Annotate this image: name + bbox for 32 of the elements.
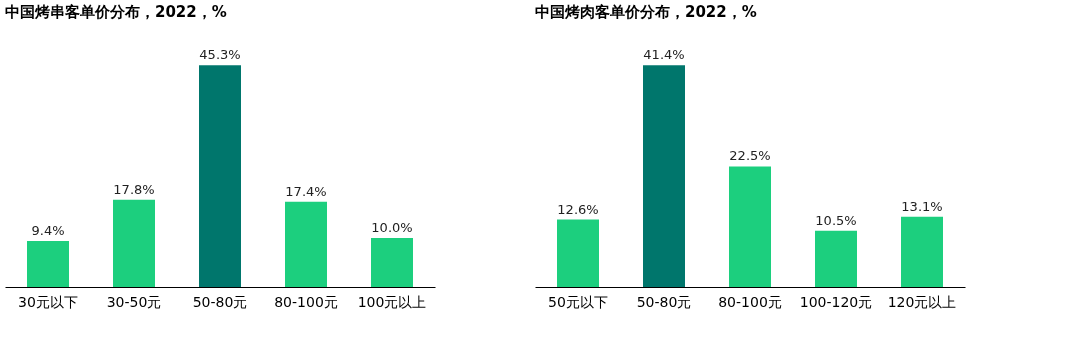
x-tick-label: 30元以下	[18, 293, 78, 310]
data-label: 17.4%	[285, 183, 327, 199]
x-tick-label: 50-80元	[636, 293, 692, 310]
data-label: 10.5%	[815, 212, 857, 228]
bar	[371, 238, 413, 287]
data-label: 13.1%	[901, 198, 943, 214]
data-label: 9.4%	[31, 222, 65, 238]
x-tick-label: 80-100元	[274, 293, 338, 310]
x-tick-label: 30-50元	[106, 293, 162, 310]
bar	[643, 65, 685, 287]
data-label: 17.8%	[113, 181, 155, 197]
x-tick-label: 80-100元	[718, 293, 782, 310]
x-tick-label: 100元以上	[357, 293, 427, 310]
bar	[901, 216, 943, 287]
data-label: 45.3%	[199, 47, 241, 63]
bar	[729, 166, 771, 287]
data-label: 22.5%	[729, 148, 771, 164]
bar	[113, 199, 155, 287]
bar	[285, 201, 327, 287]
bar	[27, 240, 69, 287]
chart-title: 中国烤串客单价分布，2022，%	[5, 3, 227, 21]
bar	[815, 230, 857, 287]
x-tick-label: 100-120元	[799, 293, 873, 310]
x-tick-label: 50-80元	[192, 293, 248, 310]
data-label: 10.0%	[371, 220, 413, 236]
data-label: 41.4%	[643, 47, 685, 63]
x-tick-label: 120元以上	[887, 293, 957, 310]
bar	[557, 219, 599, 287]
bar	[199, 65, 241, 287]
x-tick-label: 50元以下	[548, 293, 608, 310]
chart-title: 中国烤肉客单价分布，2022，%	[535, 3, 757, 21]
data-label: 12.6%	[557, 201, 599, 217]
